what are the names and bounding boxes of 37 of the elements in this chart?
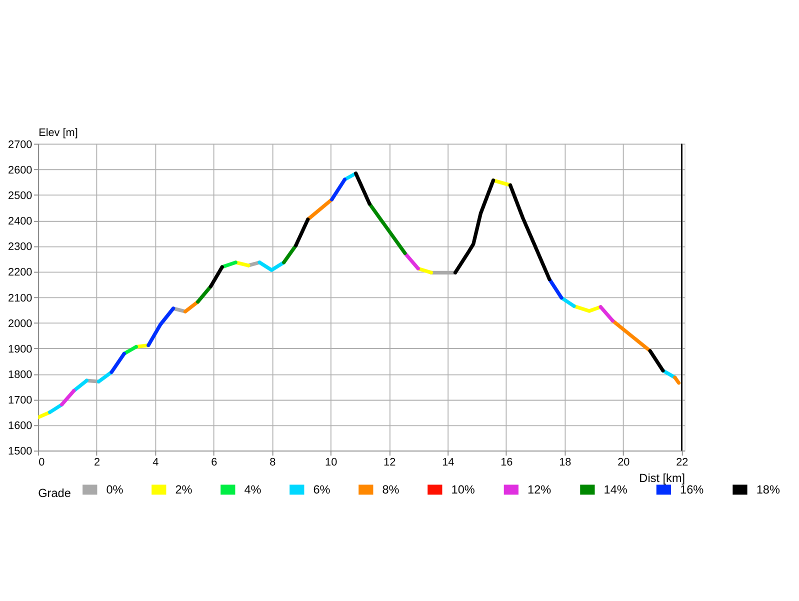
x-tick-label: 6 xyxy=(211,456,218,469)
y-tick-label: 1700 xyxy=(8,394,32,407)
x-tick-label: 4 xyxy=(152,456,159,469)
x-tick-label: 22 xyxy=(676,456,688,469)
legend-label: 0% xyxy=(106,482,124,496)
y-tick-label: 1900 xyxy=(8,343,32,356)
x-axis-title: Dist [km] xyxy=(639,470,686,485)
x-tick-label: 14 xyxy=(442,456,454,469)
x-tick-label: 20 xyxy=(618,456,630,469)
x-tick-label: 18 xyxy=(559,456,572,469)
legend-label: 10% xyxy=(451,482,476,496)
legend-label: 6% xyxy=(313,482,331,496)
y-tick-label: 2700 xyxy=(8,138,32,151)
y-tick-label: 2100 xyxy=(8,292,32,304)
legend-label: 4% xyxy=(244,482,262,496)
y-tick-label: 1800 xyxy=(8,369,32,381)
x-tick-label: 0 xyxy=(38,456,45,469)
x-tick-label: 12 xyxy=(384,456,396,469)
y-tick-label: 2200 xyxy=(8,266,32,279)
legend-label: 8% xyxy=(382,482,400,496)
y-tick-label: 2600 xyxy=(8,164,32,176)
x-tick-label: 8 xyxy=(270,456,276,469)
y-tick-label: 2400 xyxy=(8,216,32,228)
y-axis-title: Elev [m] xyxy=(38,127,78,140)
legend-label: 14% xyxy=(604,482,628,496)
y-tick-label: 1600 xyxy=(8,420,32,432)
x-tick-label: 10 xyxy=(325,456,338,469)
legend-label: 12% xyxy=(528,482,552,496)
legend-title: Grade xyxy=(38,486,72,500)
legend-label: 2% xyxy=(175,482,193,496)
x-tick-label: 16 xyxy=(500,456,513,469)
y-tick-label: 2500 xyxy=(8,190,32,202)
y-tick-label: 2300 xyxy=(8,241,32,254)
x-tick-label: 2 xyxy=(94,456,100,469)
y-tick-label: 2000 xyxy=(8,318,32,330)
legend-label: 18% xyxy=(756,482,780,496)
y-tick-label: 1500 xyxy=(8,446,32,458)
